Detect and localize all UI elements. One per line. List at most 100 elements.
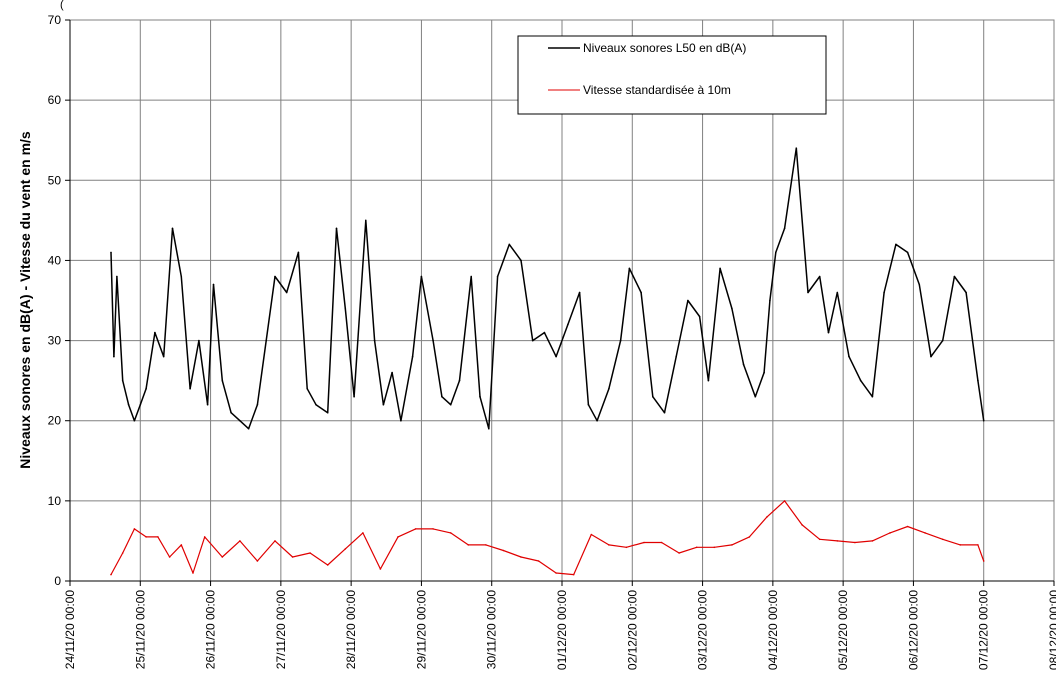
noise-data-point [520, 259, 522, 262]
y-tick-label: 30 [48, 334, 62, 348]
wind-data-point [432, 528, 434, 530]
noise-data-point [206, 403, 209, 406]
wind-data-point [309, 552, 311, 554]
wind-data-point [362, 532, 364, 534]
x-tick-label: 24/11/20 00:00 [63, 590, 77, 670]
wind-data-point [608, 544, 610, 546]
noise-data-point [754, 395, 757, 398]
wind-data-point [326, 564, 329, 566]
noise-data-point [274, 275, 276, 278]
wind-speed-line [110, 500, 985, 576]
noise-data-point [707, 379, 710, 382]
wind-data-point [801, 524, 803, 526]
wind-data-point [871, 540, 874, 542]
x-tick-label: 03/12/20 00:00 [696, 590, 710, 670]
noise-data-point [555, 355, 557, 358]
noise-data-point [256, 403, 259, 406]
noise-data-point [906, 251, 909, 254]
noise-data-point [400, 419, 402, 422]
legend-label-noise: Niveaux sonores L50 en dB(A) [583, 41, 746, 55]
noise-data-point [162, 355, 165, 358]
wind-data-point [783, 500, 786, 502]
noise-data-point [769, 299, 771, 302]
noise-data-point [836, 291, 839, 294]
wind-data-point [485, 544, 487, 546]
noise-data-point [953, 275, 956, 278]
noise-data-point [171, 227, 174, 230]
x-tick-label: 02/12/20 00:00 [625, 590, 639, 670]
wind-data-point [977, 544, 979, 546]
y-tick-label: 0 [54, 574, 61, 588]
wind-data-point [660, 541, 663, 544]
noise-data-point [212, 283, 215, 286]
noise-data-point [373, 339, 376, 342]
noise-data-point [145, 387, 147, 390]
wind-data-point [818, 538, 821, 541]
wind-data-point [502, 549, 505, 552]
wind-data-point [291, 556, 294, 558]
noise-data-point [496, 275, 499, 278]
noise-data-point [587, 403, 590, 406]
noise-data-point [154, 331, 156, 334]
wind-data-point [748, 536, 751, 538]
noise-data-point [265, 339, 268, 342]
wind-data-point [889, 532, 891, 534]
noise-data-point [763, 371, 765, 374]
chart-caption: ( [60, 0, 64, 11]
noise-data-point [807, 291, 809, 294]
noise-data-point [818, 275, 821, 278]
noise-data-point [488, 427, 490, 430]
wind-data-point [157, 536, 159, 538]
wind-data-point [192, 572, 194, 574]
wind-data-point [414, 528, 417, 530]
noise-data-point [982, 419, 985, 422]
wind-data-point [731, 544, 733, 546]
noise-data-point [189, 387, 191, 390]
noise-data-point [731, 307, 733, 310]
y-axis-label: Niveaux sonores en dB(A) - Vitesse du ve… [17, 131, 33, 469]
noise-data-point [344, 307, 347, 310]
wind-data-point [168, 556, 171, 558]
wind-data-point [180, 544, 183, 546]
noise-data-point [608, 387, 610, 390]
noise-data-point [859, 379, 862, 382]
noise-data-point [326, 411, 329, 414]
wind-data-point [379, 568, 382, 570]
noise-data-point [382, 403, 385, 406]
noise-data-point [470, 275, 473, 278]
wind-data-point [590, 533, 593, 536]
noise-data-point [110, 251, 112, 254]
wind-data-point [678, 552, 680, 554]
wind-data-point [221, 556, 224, 558]
legend: Niveaux sonores L50 en dB(A) Vitesse sta… [517, 35, 827, 115]
wind-data-point [625, 546, 628, 549]
x-tick-label: 30/11/20 00:00 [485, 590, 499, 670]
y-tick-label: 20 [48, 414, 62, 428]
noise-data-point [775, 251, 777, 254]
noise-data-point [116, 275, 118, 278]
noise-data-point [742, 363, 745, 366]
x-tick-label: 05/12/20 00:00 [836, 590, 850, 670]
wind-data-point [643, 541, 645, 544]
noise-data-point [596, 419, 598, 422]
wind-data-point [344, 548, 347, 550]
noise-data-point [827, 331, 830, 334]
noise-data-point [578, 291, 581, 294]
x-axis: 24/11/20 00:00 25/11/20 00:00 26/11/20 00:… [63, 580, 1056, 670]
wind-data-point [906, 525, 909, 528]
x-tick-label: 28/11/20 00:00 [344, 590, 358, 670]
noise-data-point [508, 243, 511, 246]
wind-speed-line-points [110, 500, 985, 576]
noise-data-point [127, 403, 130, 406]
noise-data-point [247, 427, 250, 430]
noise-data-point [698, 315, 701, 318]
noise-data-point [930, 355, 932, 358]
x-tick-label: 08/12/20 00:00 [1047, 590, 1056, 670]
noise-data-point [719, 267, 721, 270]
noise-data-point [918, 283, 921, 286]
noise-data-point [432, 339, 434, 342]
noise-data-point [221, 379, 224, 382]
wind-data-point [467, 544, 470, 546]
noise-data-point [965, 291, 967, 294]
